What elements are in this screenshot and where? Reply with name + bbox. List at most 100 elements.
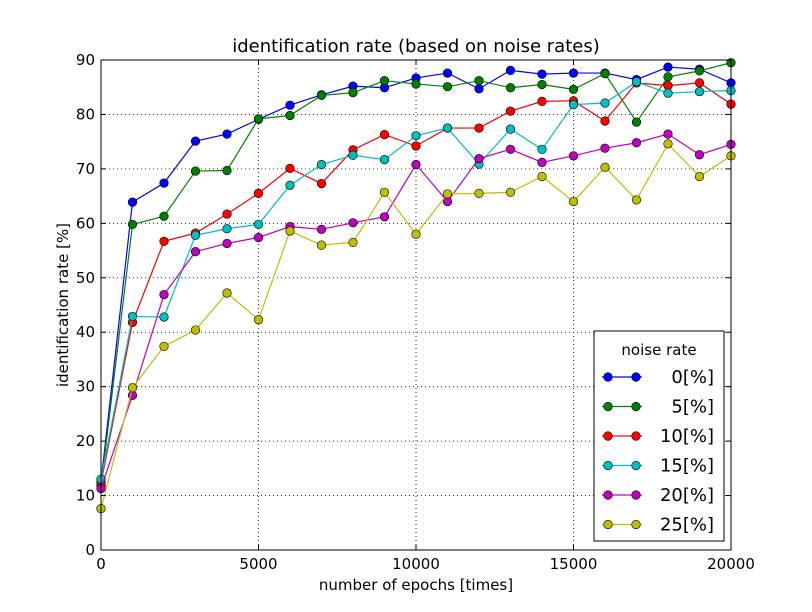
data-point — [505, 83, 516, 93]
y-tick-label: 50 — [76, 269, 95, 287]
data-point — [537, 79, 547, 90]
data-point — [127, 311, 138, 322]
data-point — [222, 165, 232, 176]
data-point — [537, 171, 547, 182]
data-point — [631, 117, 642, 127]
x-axis-label: number of epochs [times] — [319, 576, 513, 594]
data-point — [159, 312, 169, 322]
data-point — [159, 290, 169, 300]
data-point — [600, 162, 610, 172]
data-point — [694, 150, 705, 160]
legend-label: 0[%] — [671, 367, 714, 388]
legend-entry: 20[%] — [602, 485, 714, 506]
data-point — [474, 153, 484, 164]
data-point — [600, 98, 610, 108]
data-point — [348, 150, 358, 160]
data-point — [537, 69, 547, 79]
legend-marker — [603, 490, 613, 500]
data-point — [663, 88, 673, 98]
data-point — [190, 136, 201, 146]
data-point — [474, 123, 484, 133]
y-tick-label: 60 — [76, 214, 95, 232]
y-tick-label: 10 — [76, 487, 95, 505]
y-tick-label: 0 — [85, 541, 95, 559]
data-point — [190, 166, 201, 176]
y-tick-label: 30 — [76, 378, 95, 396]
series-1 — [96, 58, 736, 491]
data-point — [537, 157, 547, 167]
data-point — [316, 240, 327, 250]
legend-label: 10[%] — [660, 426, 714, 447]
data-point — [190, 230, 201, 240]
data-point — [285, 163, 295, 173]
data-point — [127, 383, 138, 393]
legend-label: 25[%] — [660, 515, 714, 536]
data-point — [222, 288, 232, 298]
data-point — [442, 82, 453, 92]
data-point — [694, 171, 705, 182]
data-point — [568, 151, 579, 161]
data-point — [568, 68, 579, 78]
series-4 — [96, 129, 736, 494]
legend-entry: 5[%] — [602, 397, 714, 418]
data-point — [631, 138, 642, 148]
data-point — [442, 68, 453, 78]
data-point — [127, 219, 138, 230]
data-point — [663, 72, 673, 82]
y-axis-label: identification rate [%] — [54, 223, 72, 387]
data-point — [663, 139, 673, 149]
series-5 — [96, 139, 736, 514]
data-point — [379, 212, 390, 222]
data-point — [253, 188, 264, 198]
data-point — [348, 88, 358, 98]
data-point — [222, 209, 232, 219]
data-point — [631, 195, 642, 205]
data-point — [411, 159, 421, 170]
data-point — [316, 159, 327, 170]
legend-entry: 15[%] — [602, 456, 714, 477]
legend-marker — [631, 431, 641, 441]
data-point — [600, 143, 610, 153]
data-point — [316, 224, 327, 234]
data-point — [537, 144, 547, 154]
data-point — [600, 116, 610, 126]
data-point — [285, 110, 295, 121]
data-point — [253, 219, 264, 230]
data-point — [505, 106, 516, 116]
data-point — [411, 229, 421, 239]
legend-marker — [603, 372, 613, 382]
data-point — [159, 178, 169, 188]
data-point — [694, 66, 705, 76]
legend-entry: 0[%] — [602, 367, 714, 388]
data-point — [505, 65, 516, 75]
y-tick-label: 80 — [76, 105, 95, 123]
data-point — [694, 78, 705, 88]
x-tick-label: 15000 — [550, 555, 598, 573]
data-point — [127, 197, 138, 207]
data-point — [474, 76, 484, 86]
data-point — [568, 196, 579, 207]
data-point — [348, 218, 358, 228]
data-point — [631, 77, 642, 87]
data-point — [159, 341, 169, 351]
y-tick-label: 40 — [76, 323, 95, 341]
legend-entry: 25[%] — [602, 515, 714, 536]
y-tick-label: 20 — [76, 432, 95, 450]
legend-marker — [631, 401, 641, 412]
data-point — [474, 188, 484, 198]
data-point — [253, 114, 264, 124]
legend-marker — [603, 519, 613, 530]
x-tick-label: 10000 — [392, 555, 440, 573]
legend: noise rate 0[%] 5[%] 10[%] 15[%] 20[%] 25[%] — [593, 330, 725, 542]
data-point — [505, 124, 516, 134]
legend-marker — [603, 401, 613, 412]
data-point — [442, 189, 453, 199]
data-point — [285, 180, 295, 190]
data-point — [222, 224, 232, 234]
data-point — [222, 238, 232, 249]
x-tick-label: 20000 — [707, 555, 755, 573]
legend-marker — [631, 372, 641, 382]
data-point — [505, 144, 516, 154]
data-point — [663, 62, 673, 72]
